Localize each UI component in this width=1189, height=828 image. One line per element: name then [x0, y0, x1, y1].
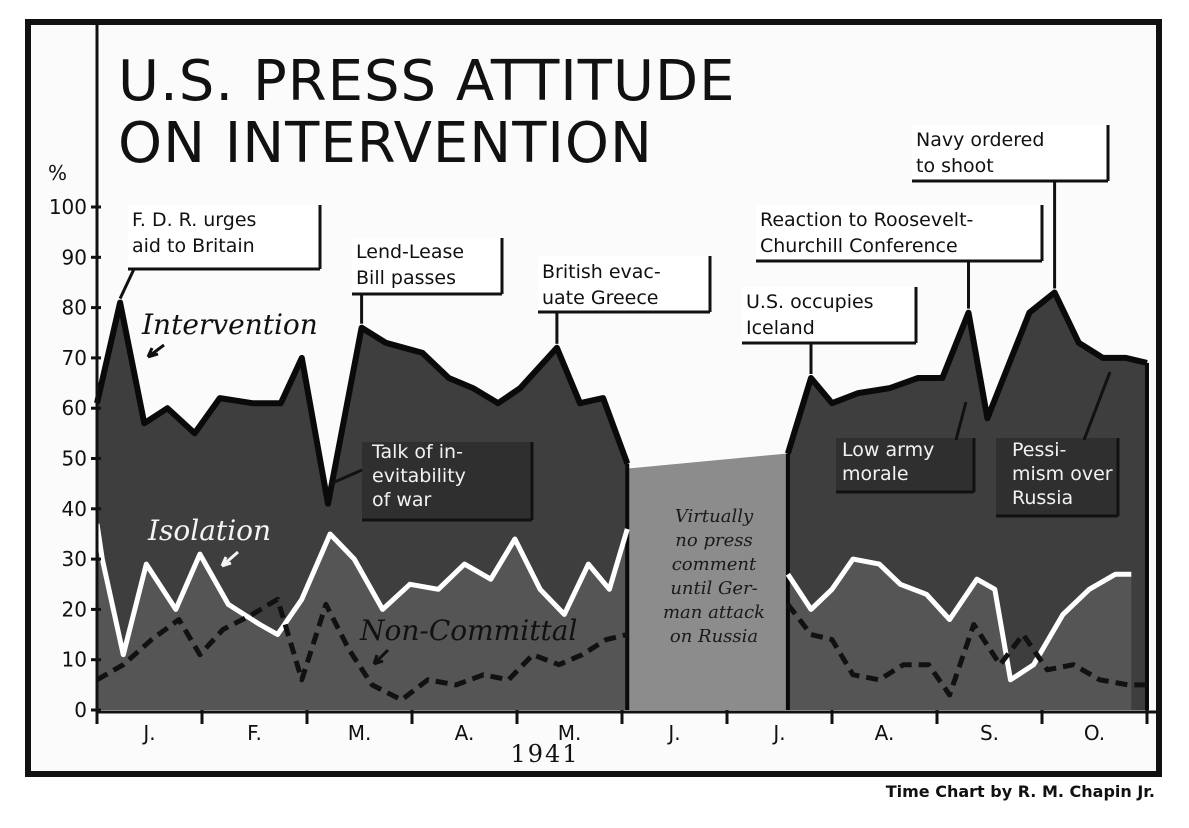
annotation-box — [742, 287, 916, 343]
chart-title-line: U.S. PRESS ATTITUDE — [118, 49, 736, 114]
y-tick-label: 20 — [62, 597, 87, 621]
isolation-area-segment — [787, 559, 1132, 710]
annotation-text: Reaction to Roosevelt- — [760, 209, 973, 231]
annotation-text: Iceland — [746, 317, 815, 339]
month-label: M. — [348, 721, 372, 745]
intervention-series-label: Intervention — [141, 308, 318, 341]
isolation-area-segment — [97, 523, 628, 710]
annotation-box — [756, 205, 1042, 261]
annotation-text: Pessi- — [1012, 439, 1066, 461]
no-data-band — [627, 453, 788, 710]
gap-note-text: Virtually — [675, 506, 754, 527]
annotation-text: Churchill Conference — [760, 235, 958, 257]
annotation-leader — [118, 268, 136, 300]
annotation-text: evitability — [372, 465, 466, 487]
noncommittal-arrow-icon — [372, 648, 390, 666]
noncommittal-series-label: Non-Committal — [359, 614, 577, 647]
month-label: O. — [1084, 721, 1105, 745]
gap-note-text: on Russia — [670, 626, 758, 647]
y-tick-label: 80 — [62, 296, 87, 320]
annotation-text: Lend-Lease — [356, 241, 464, 263]
y-axis-label: % — [48, 161, 67, 185]
annotation-text: British evac- — [542, 261, 661, 283]
annotation-box-dark — [996, 438, 1118, 516]
annotation-text: morale — [842, 463, 909, 485]
y-tick-label: 50 — [62, 447, 87, 471]
annotation-box — [128, 205, 320, 269]
annotation-leader — [329, 468, 363, 486]
annotation-text: Low army — [842, 439, 934, 461]
intervention-arrow-icon — [146, 343, 165, 359]
month-label: A. — [455, 721, 475, 745]
annotation-text: Russia — [1012, 487, 1073, 509]
annotation-text: Talk of in- — [371, 441, 463, 463]
annotation-leader — [954, 401, 968, 441]
annotation-box-dark — [362, 442, 532, 520]
month-label: J. — [771, 721, 785, 745]
gap-note-text: no press — [675, 530, 752, 551]
annotation-box — [538, 256, 710, 312]
y-tick-label: 10 — [62, 648, 87, 672]
chart-credit: Time Chart by R. M. Chapin Jr. — [886, 782, 1155, 801]
month-label: M. — [558, 721, 582, 745]
annotation-text: to shoot — [916, 155, 994, 177]
noncommittal-line — [95, 596, 628, 703]
annotation-text: F. D. R. urges — [132, 209, 256, 231]
month-label: J. — [141, 721, 155, 745]
year-label: 1941 — [510, 740, 579, 768]
annotation-text: aid to Britain — [132, 235, 255, 257]
isolation-line — [785, 556, 1132, 683]
y-tick-label: 70 — [62, 346, 87, 370]
y-tick-label: 40 — [62, 497, 87, 521]
month-label: F. — [247, 721, 262, 745]
gap-note-text: man attack — [663, 602, 765, 623]
annotation-text: mism over — [1012, 463, 1113, 485]
isolation-arrow-icon — [220, 550, 239, 568]
gap-note-text: until Ger- — [670, 578, 757, 599]
y-tick-label: 100 — [49, 195, 87, 219]
intervention-line — [94, 299, 631, 507]
annotation-text: Navy ordered — [916, 129, 1044, 151]
annotation-box-dark — [836, 438, 974, 492]
y-tick-label: 30 — [62, 547, 87, 571]
intervention-line — [785, 289, 1148, 455]
y-tick-label: 60 — [62, 396, 87, 420]
y-tick-label: 0 — [74, 698, 87, 722]
isolation-series-label: Isolation — [147, 514, 271, 547]
annotation-text: uate Greece — [542, 287, 659, 309]
noncommittal-line — [785, 602, 1147, 698]
annotation-box — [352, 238, 502, 294]
month-label: S. — [980, 721, 999, 745]
month-label: J. — [666, 721, 680, 745]
annotation-text: of war — [372, 489, 432, 511]
isolation-line — [94, 523, 630, 658]
month-label: A. — [875, 721, 895, 745]
chart-title-line: ON INTERVENTION — [118, 111, 653, 176]
annotation-leader — [1082, 371, 1112, 441]
annotation-box — [912, 125, 1108, 181]
y-tick-label: 90 — [62, 245, 87, 269]
annotation-text: Bill passes — [356, 267, 456, 289]
annotation-text: U.S. occupies — [746, 291, 874, 313]
gap-note-text: comment — [672, 554, 757, 575]
